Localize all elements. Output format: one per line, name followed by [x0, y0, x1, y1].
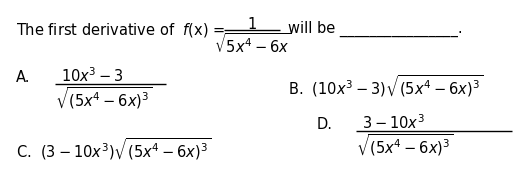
Text: $\sqrt{(5x^4 - 6x)^3}$: $\sqrt{(5x^4 - 6x)^3}$: [55, 85, 153, 111]
Text: D.: D.: [317, 117, 333, 132]
Text: B.  $(10x^3 - 3)\sqrt{(5x^4 - 6x)^3}$: B. $(10x^3 - 3)\sqrt{(5x^4 - 6x)^3}$: [288, 73, 483, 99]
Text: C.  $(3 - 10x^3)\sqrt{(5x^4 - 6x)^3}$: C. $(3 - 10x^3)\sqrt{(5x^4 - 6x)^3}$: [16, 136, 211, 162]
Text: The first derivative of  $f$(x) =: The first derivative of $f$(x) =: [16, 21, 227, 39]
Text: $\sqrt{5x^4 - 6x}$: $\sqrt{5x^4 - 6x}$: [214, 32, 291, 56]
Text: A.: A.: [16, 70, 30, 85]
Text: $\sqrt{(5x^4 - 6x)^3}$: $\sqrt{(5x^4 - 6x)^3}$: [356, 133, 454, 159]
Text: $10x^3 - 3$: $10x^3 - 3$: [61, 66, 124, 85]
Text: $1$: $1$: [248, 16, 257, 32]
Text: will be ________________.: will be ________________.: [288, 21, 463, 37]
Text: $3 - 10x^3$: $3 - 10x^3$: [362, 113, 425, 132]
